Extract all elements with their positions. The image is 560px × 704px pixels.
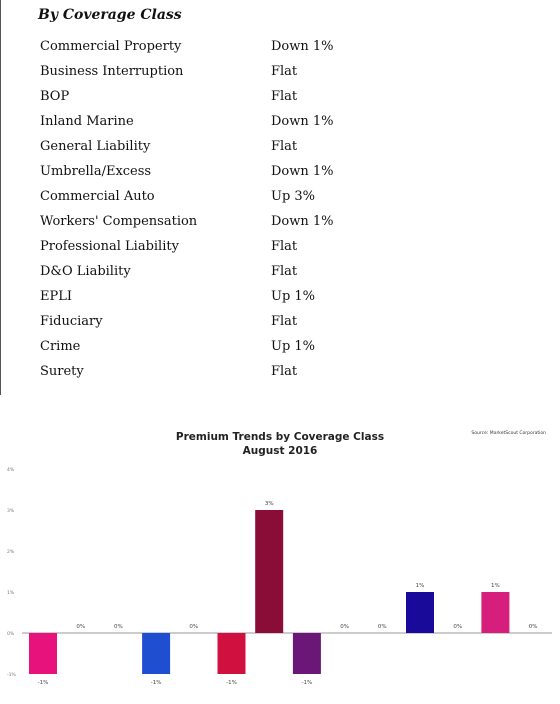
bar-data-label: -1%: [38, 680, 49, 686]
bar-data-label: -1%: [151, 680, 162, 686]
bar-data-label: -1%: [302, 680, 313, 686]
coverage-class-name: Umbrella/Excess: [40, 164, 152, 179]
chart-title: Premium Trends by Coverage Class: [175, 431, 385, 443]
coverage-row: Commercial Auto Up 3%: [40, 187, 400, 212]
bar-data-label: -1%: [226, 680, 237, 686]
coverage-class-name: Inland Marine: [40, 114, 134, 129]
coverage-row: General Liability Flat: [40, 137, 400, 162]
y-tick-label: 1%: [7, 590, 15, 596]
coverage-class-name: Surety: [40, 364, 84, 379]
coverage-trend-value: Up 3%: [271, 189, 316, 204]
coverage-row: Umbrella/Excess Down 1%: [40, 162, 400, 187]
coverage-trend-value: Down 1%: [271, 164, 334, 179]
coverage-class-name: Commercial Auto: [40, 189, 155, 204]
left-border-rule: [0, 0, 1, 395]
coverage-row: Professional Liability Flat: [40, 237, 400, 262]
y-tick-label: 4%: [7, 467, 15, 473]
coverage-class-name: Fiduciary: [40, 314, 103, 329]
coverage-trend-value: Down 1%: [271, 114, 334, 129]
coverage-trend-value: Flat: [271, 239, 298, 254]
coverage-row: EPLI Up 1%: [40, 287, 400, 312]
coverage-row: Business Interruption Flat: [40, 62, 400, 87]
bar-data-label: 3%: [265, 501, 274, 507]
chart-subtitle: August 2016: [242, 445, 318, 457]
coverage-class-name: EPLI: [40, 289, 73, 304]
coverage-class-name: Workers' Compensation: [40, 214, 198, 229]
bar-data-label: 0%: [114, 624, 123, 630]
bar-data-label: 1%: [491, 583, 500, 589]
bar-data-label: 0%: [529, 624, 538, 630]
bar-data-label: 0%: [378, 624, 387, 630]
coverage-class-name: General Liability: [40, 139, 151, 154]
chart-bar: [406, 592, 434, 633]
chart-bar: [29, 633, 57, 674]
y-tick-label: -1%: [7, 672, 16, 678]
coverage-trend-table: Commercial Property Down 1% Business Inter…: [40, 37, 400, 387]
coverage-class-name: BOP: [40, 89, 70, 104]
bar-data-label: 0%: [189, 624, 198, 630]
coverage-row: Workers' Compensation Down 1%: [40, 212, 400, 237]
y-tick-label: 3%: [7, 508, 15, 514]
coverage-trend-value: Flat: [271, 64, 298, 79]
bar-data-label: 0%: [340, 624, 349, 630]
bar-data-label: 0%: [453, 624, 462, 630]
coverage-trend-value: Flat: [271, 89, 298, 104]
coverage-trend-value: Flat: [271, 264, 298, 279]
chart-bar: [481, 592, 510, 633]
coverage-row: Crime Up 1%: [40, 337, 400, 362]
chart-bar: [292, 633, 321, 674]
coverage-class-name: Commercial Property: [40, 39, 182, 54]
coverage-trend-value: Down 1%: [271, 214, 334, 229]
coverage-row: BOP Flat: [40, 87, 400, 112]
chart-bar: [142, 633, 171, 674]
chart-plot-area: -1% 0% 1% 2% 3% 4% -1% 0% 0% -1% 0% -1% 3% -1% 0% 0% 1% 0…: [7, 467, 552, 686]
coverage-row: Fiduciary Flat: [40, 312, 400, 337]
bar-data-label: 0%: [76, 624, 85, 630]
chart-source-note: Source: MarketScout Corporation: [471, 431, 546, 436]
coverage-class-name: D&O Liability: [40, 264, 131, 279]
coverage-row: Surety Flat: [40, 362, 400, 387]
coverage-class-name: Crime: [40, 339, 81, 354]
coverage-row: D&O Liability Flat: [40, 262, 400, 287]
premium-trends-chart: Premium Trends by Coverage Class August …: [0, 425, 560, 700]
chart-bar: [217, 633, 246, 674]
coverage-trend-value: Down 1%: [271, 39, 334, 54]
coverage-trend-value: Up 1%: [271, 339, 316, 354]
coverage-trend-value: Up 1%: [271, 289, 316, 304]
coverage-row: Inland Marine Down 1%: [40, 112, 400, 137]
coverage-row: Commercial Property Down 1%: [40, 37, 400, 62]
coverage-class-name: Professional Liability: [40, 239, 179, 254]
chart-bar: [255, 510, 284, 633]
bar-data-label: 1%: [416, 583, 425, 589]
coverage-class-name: Business Interruption: [40, 64, 184, 79]
y-tick-label: 0%: [7, 631, 15, 637]
coverage-trend-value: Flat: [271, 364, 298, 379]
y-tick-label: 2%: [7, 549, 15, 555]
section-title: By Coverage Class: [38, 7, 182, 23]
coverage-trend-value: Flat: [271, 314, 298, 329]
coverage-trend-value: Flat: [271, 139, 298, 154]
